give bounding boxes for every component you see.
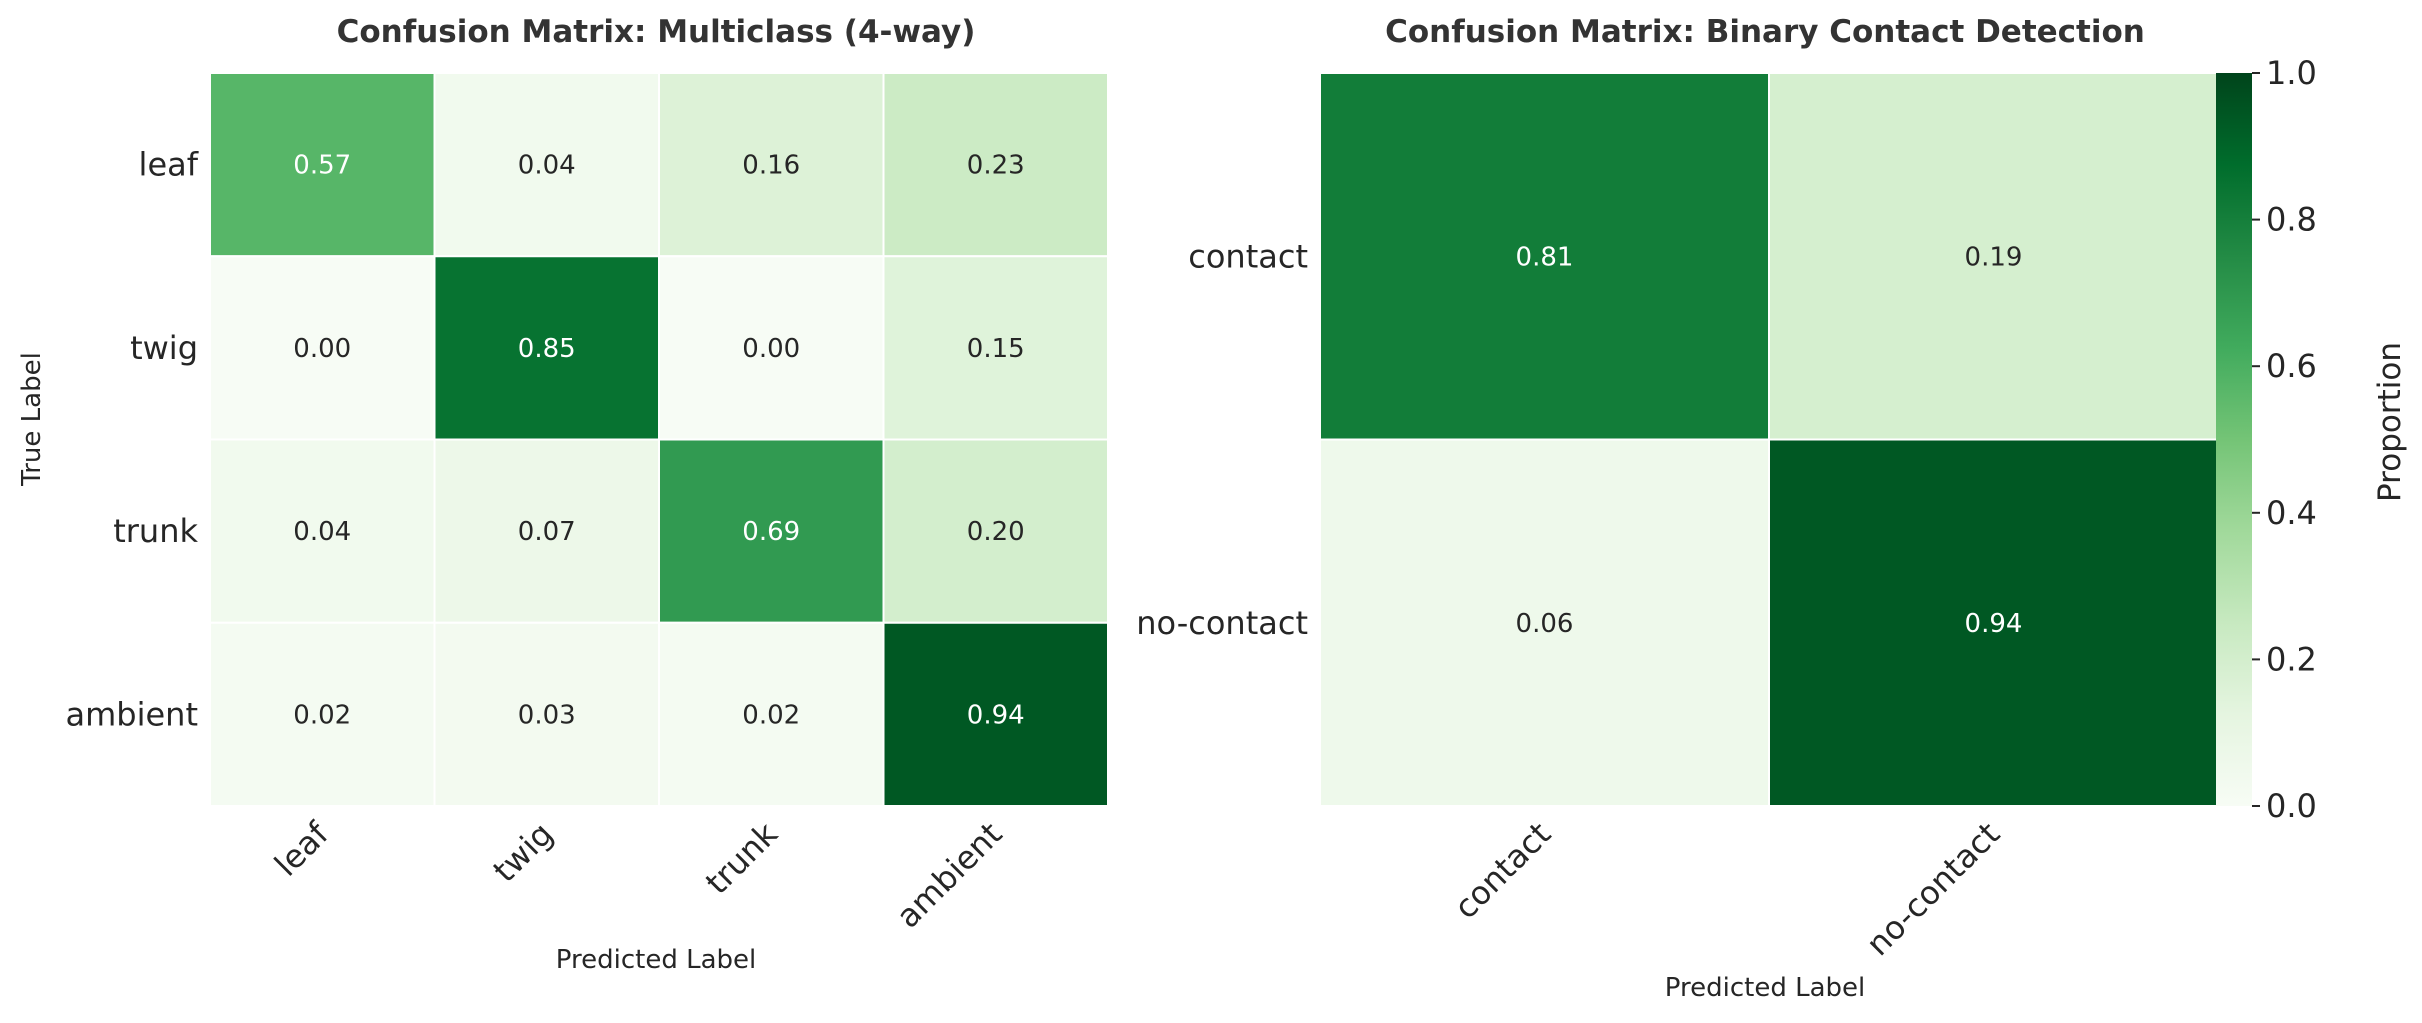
heatmap-cell [1319, 438, 1770, 807]
binary-y-tick-labels: contact no-contact [1136, 237, 1308, 642]
cell-value-label: 0.15 [967, 334, 1025, 364]
multiclass-x-axis-label: Predicted Label [556, 945, 756, 975]
cell-value-label: 0.19 [1965, 242, 2023, 272]
binary-title: Confusion Matrix: Binary Contact Detecti… [1385, 14, 2145, 50]
cell-value-label: 0.85 [518, 334, 576, 364]
cell-value-label: 0.69 [742, 517, 800, 547]
colorbar: 0.0 0.2 0.4 0.6 0.8 1.0 Proportion [2216, 54, 2408, 825]
heatmap-cell [882, 621, 1109, 807]
heatmap-cell [882, 438, 1109, 624]
colorbar-gradient [2216, 73, 2252, 806]
cell-value-label: 0.07 [518, 517, 576, 547]
binary-x-axis-label: Predicted Label [1665, 973, 1865, 1003]
multiclass-confusion-panel: Confusion Matrix: Multiclass (4-way) 0.5… [17, 14, 1109, 975]
heatmap-cell [658, 255, 885, 441]
heatmap-cell [658, 72, 885, 258]
colorbar-tick-label: 0.2 [2266, 640, 2317, 678]
heatmap-cell [1768, 438, 2219, 807]
multiclass-y-tick-labels: leaf twig trunk ambient [66, 146, 199, 734]
heatmap-cell [882, 72, 1109, 258]
y-tick-label: ambient [66, 695, 199, 733]
cell-value-label: 0.06 [1516, 609, 1574, 639]
cell-value-label: 0.57 [293, 151, 351, 181]
colorbar-ticks: 0.0 0.2 0.4 0.6 0.8 1.0 [2252, 54, 2317, 825]
cell-value-label: 0.02 [293, 700, 351, 730]
cell-value-label: 0.94 [967, 700, 1025, 730]
colorbar-tick-label: 0.6 [2266, 347, 2317, 385]
y-tick-label: twig [130, 329, 198, 367]
multiclass-title: Confusion Matrix: Multiclass (4-way) [337, 14, 976, 50]
heatmap-cell [433, 621, 660, 807]
colorbar-tick-label: 1.0 [2266, 54, 2317, 92]
cell-value-label: 0.00 [742, 334, 800, 364]
heatmap-cell [433, 438, 660, 624]
colorbar-label: Proportion [2372, 342, 2408, 502]
heatmap-cell [882, 255, 1109, 441]
heatmap-cell [1319, 72, 1770, 441]
colorbar-tick-label: 0.8 [2266, 201, 2317, 239]
y-tick-label: contact [1188, 237, 1308, 275]
cell-value-label: 0.16 [742, 151, 800, 181]
cell-value-label: 0.02 [742, 700, 800, 730]
heatmap-cell [1768, 72, 2219, 441]
colorbar-tick-label: 0.4 [2266, 494, 2317, 532]
multiclass-y-axis-label: True Label [17, 352, 47, 487]
cell-value-label: 0.00 [293, 334, 351, 364]
cell-value-label: 0.23 [967, 151, 1025, 181]
y-tick-label: leaf [139, 146, 199, 184]
cell-value-label: 0.94 [1965, 609, 2023, 639]
cell-value-label: 0.04 [293, 517, 351, 547]
colorbar-tick-label: 0.0 [2266, 787, 2317, 825]
heatmap-cell [658, 621, 885, 807]
heatmap-cell [209, 621, 436, 807]
y-tick-label: trunk [113, 512, 198, 550]
cell-value-label: 0.20 [967, 517, 1025, 547]
cell-value-label: 0.03 [518, 700, 576, 730]
cell-value-label: 0.04 [518, 151, 576, 181]
y-tick-label: no-contact [1136, 604, 1308, 642]
binary-heatmap-cells: 0.81 0.19 0.06 0.94 [1319, 72, 2219, 807]
cell-value-label: 0.81 [1516, 242, 1574, 272]
multiclass-heatmap-cells: 0.57 0.04 0.16 0.23 0.00 0.85 0.00 0.15 0.04 0.07… [209, 72, 1109, 807]
